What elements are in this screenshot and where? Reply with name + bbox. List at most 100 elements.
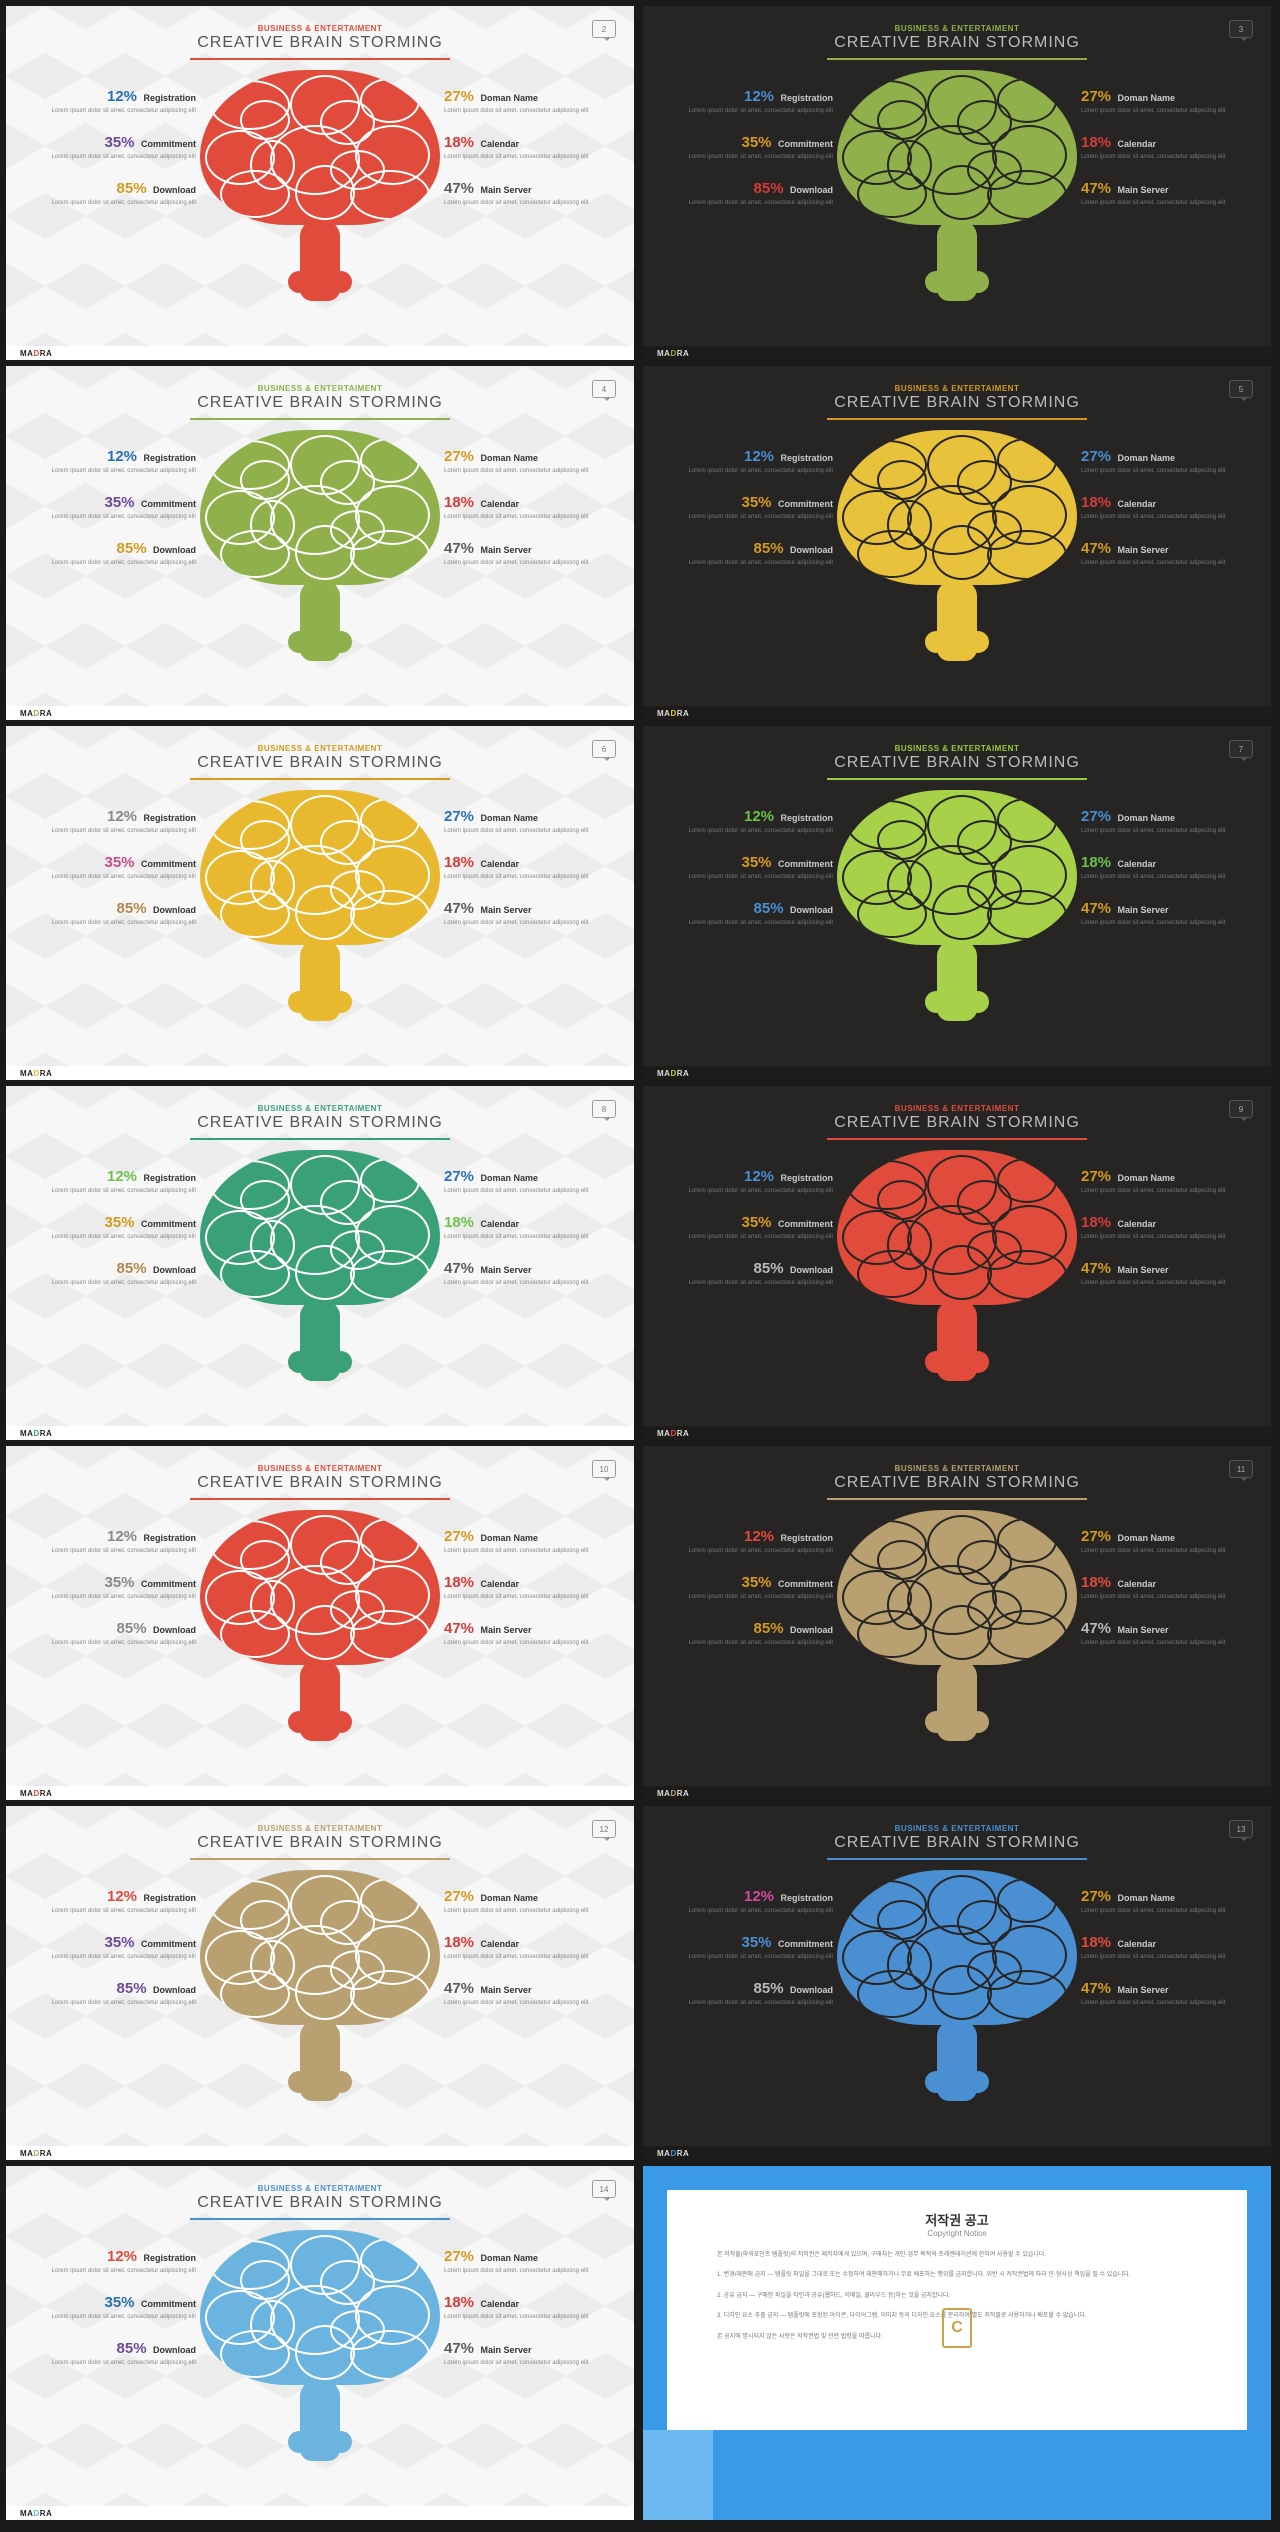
logo-text: MADRA (657, 2149, 689, 2158)
stat-label: Doman Name (480, 813, 538, 823)
left-stats-column: 12% Registration Lorem ipsum dolor sit a… (46, 88, 196, 225)
stat-label: Main Server (1117, 1985, 1168, 1995)
slide-number-badge: 4 (592, 380, 616, 398)
stat-percent: 27% (1081, 1888, 1111, 1905)
slide-subhead: BUSINESS & ENTERTAIMENT (6, 1104, 634, 1113)
left-stats-column: 12% Registration Lorem ipsum dolor sit a… (46, 1888, 196, 2025)
stat-item: 35% Commitment Lorem ipsum dolor sit ame… (46, 1934, 196, 1962)
slide-title: CREATIVE BRAIN STORMING (6, 394, 634, 412)
stat-label: Download (790, 545, 833, 555)
slide-number-badge: 9 (1229, 1100, 1253, 1118)
stat-percent: 18% (1081, 1214, 1111, 1231)
stat-item: 12% Registration Lorem ipsum dolor sit a… (683, 88, 833, 116)
stat-item: 27% Doman Name Lorem ipsum dolor sit ame… (1081, 1888, 1231, 1916)
stat-percent: 27% (1081, 1168, 1111, 1185)
stat-description: Lorem ipsum dolor sit amet, consectetur … (1081, 200, 1231, 208)
slide-subhead: BUSINESS & ENTERTAIMENT (6, 2184, 634, 2193)
left-stats-column: 12% Registration Lorem ipsum dolor sit a… (46, 808, 196, 945)
stat-item: 85% Download Lorem ipsum dolor sit amet,… (683, 180, 833, 208)
stat-item: 85% Download Lorem ipsum dolor sit amet,… (683, 900, 833, 928)
stat-description: Lorem ipsum dolor sit amet, consectetur … (46, 154, 196, 162)
stat-percent: 85% (754, 900, 784, 917)
right-stats-column: 27% Doman Name Lorem ipsum dolor sit ame… (444, 1528, 594, 1665)
left-stats-column: 12% Registration Lorem ipsum dolor sit a… (46, 1168, 196, 1305)
stat-item: 35% Commitment Lorem ipsum dolor sit ame… (683, 1214, 833, 1242)
stat-item: 27% Doman Name Lorem ipsum dolor sit ame… (444, 1528, 594, 1556)
stat-item: 47% Main Server Lorem ipsum dolor sit am… (444, 900, 594, 928)
slide-title: CREATIVE BRAIN STORMING (6, 2194, 634, 2212)
stat-label: Main Server (1117, 1625, 1168, 1635)
stat-description: Lorem ipsum dolor sit amet, consectetur … (46, 2314, 196, 2322)
stat-label: Registration (780, 93, 833, 103)
stat-percent: 47% (444, 1260, 474, 1277)
stat-label: Calendar (480, 499, 519, 509)
slide-number-badge: 2 (592, 20, 616, 38)
stat-percent: 12% (107, 1888, 137, 1905)
brain-graphic (837, 1870, 1077, 2101)
copyright-panel: 저작권 공고 Copyright Notice 본 저작물(파워포인트 템플릿)… (667, 2190, 1247, 2430)
stat-percent: 85% (117, 1980, 147, 1997)
stat-percent: 18% (444, 854, 474, 871)
right-stats-column: 27% Doman Name Lorem ipsum dolor sit ame… (444, 1888, 594, 2025)
stat-percent: 35% (742, 1214, 772, 1231)
stat-description: Lorem ipsum dolor sit amet, consectetur … (444, 108, 594, 116)
stat-percent: 12% (744, 1168, 774, 1185)
stat-description: Lorem ipsum dolor sit amet, consectetur … (1081, 468, 1231, 476)
slide-subhead: BUSINESS & ENTERTAIMENT (6, 744, 634, 753)
stat-item: 12% Registration Lorem ipsum dolor sit a… (683, 808, 833, 836)
stat-item: 18% Calendar Lorem ipsum dolor sit amet,… (444, 494, 594, 522)
stat-item: 35% Commitment Lorem ipsum dolor sit ame… (683, 494, 833, 522)
stat-description: Lorem ipsum dolor sit amet, consectetur … (46, 2268, 196, 2276)
stat-percent: 12% (744, 1888, 774, 1905)
presentation-slide: 13 BUSINESS & ENTERTAIMENT CREATIVE BRAI… (643, 1806, 1271, 2160)
brain-graphic (200, 1510, 440, 1741)
stat-label: Registration (143, 1533, 196, 1543)
slide-number-badge: 7 (1229, 740, 1253, 758)
stat-label: Download (790, 1985, 833, 1995)
stat-description: Lorem ipsum dolor sit amet, consectetur … (444, 1548, 594, 1556)
slide-number-badge: 5 (1229, 380, 1253, 398)
stat-description: Lorem ipsum dolor sit amet, consectetur … (444, 2268, 594, 2276)
stat-item: 85% Download Lorem ipsum dolor sit amet,… (683, 1620, 833, 1648)
presentation-slide: 8 BUSINESS & ENTERTAIMENT CREATIVE BRAIN… (6, 1086, 634, 1440)
stat-percent: 12% (107, 2248, 137, 2265)
slide-title: CREATIVE BRAIN STORMING (6, 1114, 634, 1132)
stat-item: 47% Main Server Lorem ipsum dolor sit am… (444, 540, 594, 568)
slide-subhead: BUSINESS & ENTERTAIMENT (643, 1824, 1271, 1833)
presentation-slide: 9 BUSINESS & ENTERTAIMENT CREATIVE BRAIN… (643, 1086, 1271, 1440)
left-stats-column: 12% Registration Lorem ipsum dolor sit a… (683, 1528, 833, 1665)
stat-label: Registration (143, 93, 196, 103)
stat-description: Lorem ipsum dolor sit amet, consectetur … (683, 2000, 833, 2008)
stat-percent: 27% (444, 88, 474, 105)
slide-title: CREATIVE BRAIN STORMING (643, 1834, 1271, 1852)
stat-label: Doman Name (1117, 453, 1175, 463)
left-stats-column: 12% Registration Lorem ipsum dolor sit a… (683, 448, 833, 585)
brain-graphic (200, 2230, 440, 2461)
stat-label: Calendar (1117, 1939, 1156, 1949)
stat-item: 85% Download Lorem ipsum dolor sit amet,… (46, 180, 196, 208)
brain-graphic (837, 430, 1077, 661)
slide-number-badge: 8 (592, 1100, 616, 1118)
stat-description: Lorem ipsum dolor sit amet, consectetur … (683, 1908, 833, 1916)
stat-percent: 18% (444, 1214, 474, 1231)
stat-label: Registration (780, 813, 833, 823)
left-stats-column: 12% Registration Lorem ipsum dolor sit a… (683, 88, 833, 225)
slide-footer-bar: MADRA (6, 1786, 634, 1800)
stat-label: Registration (780, 1533, 833, 1543)
stat-description: Lorem ipsum dolor sit amet, consectetur … (683, 1280, 833, 1288)
logo-text: MADRA (657, 1429, 689, 1438)
stat-description: Lorem ipsum dolor sit amet, consectetur … (444, 874, 594, 882)
stat-percent: 12% (107, 88, 137, 105)
stat-percent: 35% (105, 494, 135, 511)
logo-text: MADRA (20, 349, 52, 358)
left-stats-column: 12% Registration Lorem ipsum dolor sit a… (46, 1528, 196, 1665)
stat-percent: 18% (1081, 494, 1111, 511)
left-stats-column: 12% Registration Lorem ipsum dolor sit a… (683, 808, 833, 945)
stat-label: Doman Name (1117, 1173, 1175, 1183)
stat-percent: 27% (444, 1888, 474, 1905)
stat-description: Lorem ipsum dolor sit amet, consectetur … (444, 1280, 594, 1288)
presentation-slide: 14 BUSINESS & ENTERTAIMENT CREATIVE BRAI… (6, 2166, 634, 2520)
slide-footer-bar: MADRA (643, 2146, 1271, 2160)
copyright-title-kr: 저작권 공고 (717, 2210, 1197, 2229)
stat-item: 47% Main Server Lorem ipsum dolor sit am… (1081, 180, 1231, 208)
